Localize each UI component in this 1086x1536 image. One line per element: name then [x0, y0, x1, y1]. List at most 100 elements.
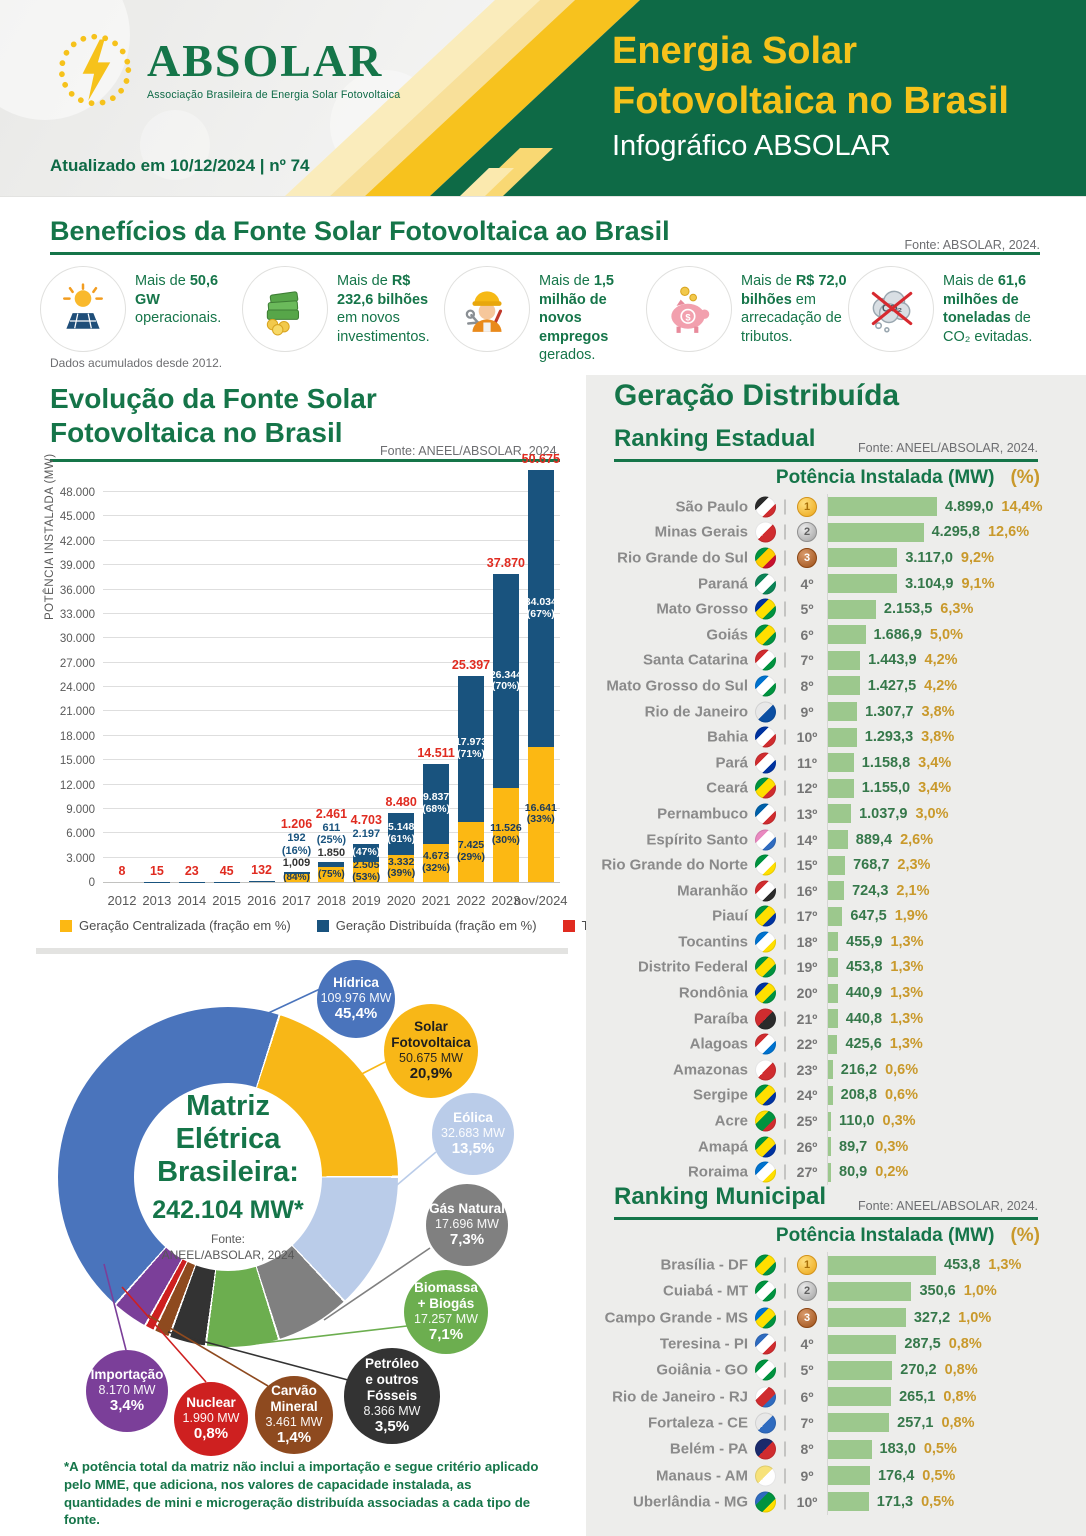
ranking-percent: 1,3% — [890, 985, 924, 1002]
ranking-percent: 0,2% — [875, 1164, 909, 1181]
ranking-percent: 6,3% — [940, 601, 974, 618]
sergipe-flag-icon — [755, 1084, 776, 1106]
ranking-row-Mato Grosso: Mato Grosso 5º 2.153,5 6,3% — [614, 596, 1038, 622]
donut-source-line2: ANEEL/ABSOLAR, 2024 — [161, 1248, 295, 1263]
ranking-name: Tocantins — [678, 933, 748, 951]
ranking-row-Fortaleza - CE: Fortaleza - CE 7º 257,1 0,8% — [614, 1409, 1038, 1437]
ranking-bar-zone: 1.686,9 5,0% — [827, 621, 1038, 648]
ranking-position: 17º — [796, 908, 818, 925]
teresina-pi-flag-icon — [755, 1333, 776, 1355]
y-axis-tick-label: 21.000 — [59, 706, 95, 719]
header-title-line2: Fotovoltaica no Brasil — [612, 80, 1009, 123]
y-axis-tick-label: 18.000 — [59, 730, 95, 743]
separator — [784, 1468, 786, 1484]
updated-date: Atualizado em 10/12/2024 | nº 74 — [50, 156, 310, 175]
separator — [784, 959, 786, 975]
ranking-position: 19º — [796, 959, 818, 976]
ranking-bar — [828, 727, 857, 747]
ranking-value: 287,5 — [904, 1336, 941, 1353]
x-axis-label-2022: 2022 — [456, 893, 486, 908]
ranking-bar-zone: 440,8 1,3% — [827, 1005, 1038, 1032]
mato-grosso-flag-icon — [755, 598, 776, 620]
ranking-bar-zone: 425,6 1,3% — [827, 1031, 1038, 1058]
ranking-value: 270,2 — [900, 1362, 937, 1379]
ranking-bar-zone: 216,2 0,6% — [827, 1057, 1038, 1083]
separator — [784, 704, 786, 720]
ranking-value: 647,5 — [850, 908, 887, 925]
ranking-bar-zone: 80,9 0,2% — [827, 1159, 1038, 1186]
x-axis-label-2013: 2013 — [142, 893, 172, 908]
ranking-position: 25º — [796, 1113, 818, 1130]
rio-grande-do-sul-flag-icon — [755, 547, 776, 569]
ranking-position: 9º — [800, 1467, 814, 1484]
ranking-bar — [828, 1360, 893, 1380]
bar-labels-above: 50.675 — [521, 452, 560, 467]
gc-segment: 2.505 (53%) — [352, 859, 381, 883]
x-axis-label-2012: 2012 — [107, 893, 137, 908]
ranking-value: 2.153,5 — [883, 601, 933, 618]
ranking-name: Rio de Janeiro - RJ — [612, 1388, 748, 1406]
evolution-bar-2020: 3.332 (39%) 5.148 (61%) 8.480 — [386, 795, 417, 882]
bar-labels-above: 45 — [219, 863, 234, 878]
ranking-bar-zone: 455,9 1,3% — [827, 929, 1038, 955]
separator — [784, 729, 786, 745]
ranking-bar — [828, 574, 898, 594]
ranking-bar — [828, 906, 843, 926]
ranking-value: 350,6 — [919, 1283, 956, 1300]
ranking-name: Santa Catarina — [642, 651, 748, 669]
y-axis-tick-label: 27.000 — [59, 657, 95, 670]
gd-segment: 9.837 (68%) — [422, 764, 450, 845]
gridline — [103, 661, 560, 663]
ranking-percent: 0,5% — [923, 1441, 957, 1458]
legend-label-gd: Geração Distribuída (fração em %) — [335, 918, 537, 933]
evolution-bar-2021: 4.673 (32%) 9.837 (68%) 14.511 — [417, 746, 455, 882]
gd-segment — [248, 880, 275, 882]
ranking-name: Maranhão — [677, 882, 748, 900]
donut-label-bubble-petróleo-e outros-fósseis: Petróleo e outros Fósseis 8.366 MW 3,5% — [344, 1348, 440, 1444]
separator — [784, 1062, 786, 1078]
separator — [784, 908, 786, 924]
ranking-position: 21º — [796, 1010, 818, 1027]
ranking-bar — [828, 1162, 831, 1182]
ranking-bar — [828, 957, 839, 977]
ranking-bar-zone: 183,0 0,5% — [827, 1436, 1038, 1463]
ranking-bar — [828, 804, 852, 824]
pernambuco-flag-icon — [755, 803, 776, 825]
ranking-name: Belém - PA — [669, 1440, 748, 1458]
donut-center-line3: Brasileira: — [157, 1156, 299, 1189]
gc-segment: 16.641 (33%) — [525, 746, 557, 882]
donut-center-line2: Elétrica — [175, 1123, 281, 1156]
ranking-position: 13º — [796, 805, 818, 822]
ranking-position: 23º — [796, 1061, 818, 1078]
gd-segment: (47%) — [352, 843, 380, 862]
y-axis-tick-label: 6.000 — [66, 828, 95, 841]
ranking-percent: 14,4% — [1001, 498, 1043, 515]
ranking-bar — [828, 1281, 912, 1301]
ranking-value: 327,2 — [913, 1309, 951, 1326]
ranking-row-Tocantins: Tocantins 18º 455,9 1,3% — [614, 929, 1038, 955]
legend-item-gc: Geração Centralizada (fração em %) — [60, 918, 291, 933]
separator — [784, 524, 786, 540]
ranking-position: 4º — [800, 575, 814, 592]
separator — [784, 1441, 786, 1457]
separator — [784, 1257, 786, 1273]
evolution-bar-2013: 15 — [143, 864, 170, 882]
donut-source: Fonte: ANEEL/ABSOLAR, 2024 — [162, 1232, 295, 1263]
ranking-row-Amapá: Amapá 26º 89,7 0,3% — [614, 1133, 1038, 1160]
ranking-bar — [828, 1492, 869, 1512]
mato-grosso-do-sul-flag-icon — [755, 675, 776, 697]
estadual-underline — [614, 459, 1038, 462]
donut-center: Matriz Elétrica Brasileira: 242.104 MW* … — [134, 1083, 322, 1271]
gd-segment: 5.148 (61%) — [387, 813, 415, 855]
ranking-row-Manaus - AM: Manaus - AM 9º 176,4 0,5% — [614, 1462, 1038, 1489]
header: ABSOLAR Associação Brasileira de Energia… — [0, 0, 1086, 197]
logo-title: ABSOLAR — [147, 35, 384, 86]
ranking-name: Rio Grande do Norte — [601, 856, 748, 874]
estadual-ranking-list: São Paulo 1 4.899,0 14,4% Minas Gerais 2 4.295… — [601, 494, 1043, 1186]
separator — [784, 576, 786, 592]
amap--flag-icon — [755, 1136, 776, 1158]
ranking-position: 10º — [796, 1493, 818, 1510]
ranking-row-São Paulo: São Paulo 1 4.899,0 14,4% — [614, 494, 1043, 520]
ranking-position: 1 — [790, 496, 824, 517]
ranking-bar-zone: 265,1 0,8% — [827, 1383, 1038, 1410]
